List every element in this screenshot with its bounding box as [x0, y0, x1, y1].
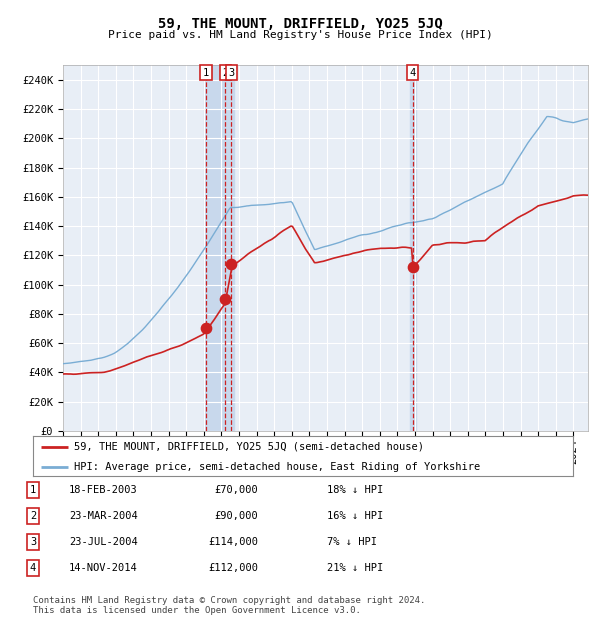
Text: 23-JUL-2004: 23-JUL-2004	[69, 537, 138, 547]
Text: 14-NOV-2014: 14-NOV-2014	[69, 563, 138, 573]
Text: 21% ↓ HPI: 21% ↓ HPI	[327, 563, 383, 573]
Text: 4: 4	[410, 68, 416, 78]
Text: 18-FEB-2003: 18-FEB-2003	[69, 485, 138, 495]
Text: Contains HM Land Registry data © Crown copyright and database right 2024.
This d: Contains HM Land Registry data © Crown c…	[33, 596, 425, 615]
Text: 1: 1	[203, 68, 209, 78]
Bar	[410, 65, 416, 431]
Text: 23-MAR-2004: 23-MAR-2004	[69, 511, 138, 521]
Point	[408, 262, 418, 272]
Text: HPI: Average price, semi-detached house, East Riding of Yorkshire: HPI: Average price, semi-detached house,…	[74, 462, 480, 472]
Bar	[204, 65, 234, 431]
Text: 59, THE MOUNT, DRIFFIELD, YO25 5JQ: 59, THE MOUNT, DRIFFIELD, YO25 5JQ	[158, 17, 442, 32]
Text: 2: 2	[223, 68, 229, 78]
Point	[221, 294, 230, 304]
Text: 4: 4	[30, 563, 36, 573]
Text: £114,000: £114,000	[208, 537, 258, 547]
Text: 3: 3	[30, 537, 36, 547]
Text: 59, THE MOUNT, DRIFFIELD, YO25 5JQ (semi-detached house): 59, THE MOUNT, DRIFFIELD, YO25 5JQ (semi…	[74, 441, 424, 452]
Text: 2: 2	[30, 511, 36, 521]
Text: 3: 3	[228, 68, 235, 78]
Point	[201, 324, 211, 334]
Text: 1: 1	[30, 485, 36, 495]
Text: 16% ↓ HPI: 16% ↓ HPI	[327, 511, 383, 521]
Text: £70,000: £70,000	[214, 485, 258, 495]
Text: 18% ↓ HPI: 18% ↓ HPI	[327, 485, 383, 495]
Text: £90,000: £90,000	[214, 511, 258, 521]
Text: £112,000: £112,000	[208, 563, 258, 573]
Text: 7% ↓ HPI: 7% ↓ HPI	[327, 537, 377, 547]
Text: Price paid vs. HM Land Registry's House Price Index (HPI): Price paid vs. HM Land Registry's House …	[107, 30, 493, 40]
Point	[226, 259, 236, 269]
